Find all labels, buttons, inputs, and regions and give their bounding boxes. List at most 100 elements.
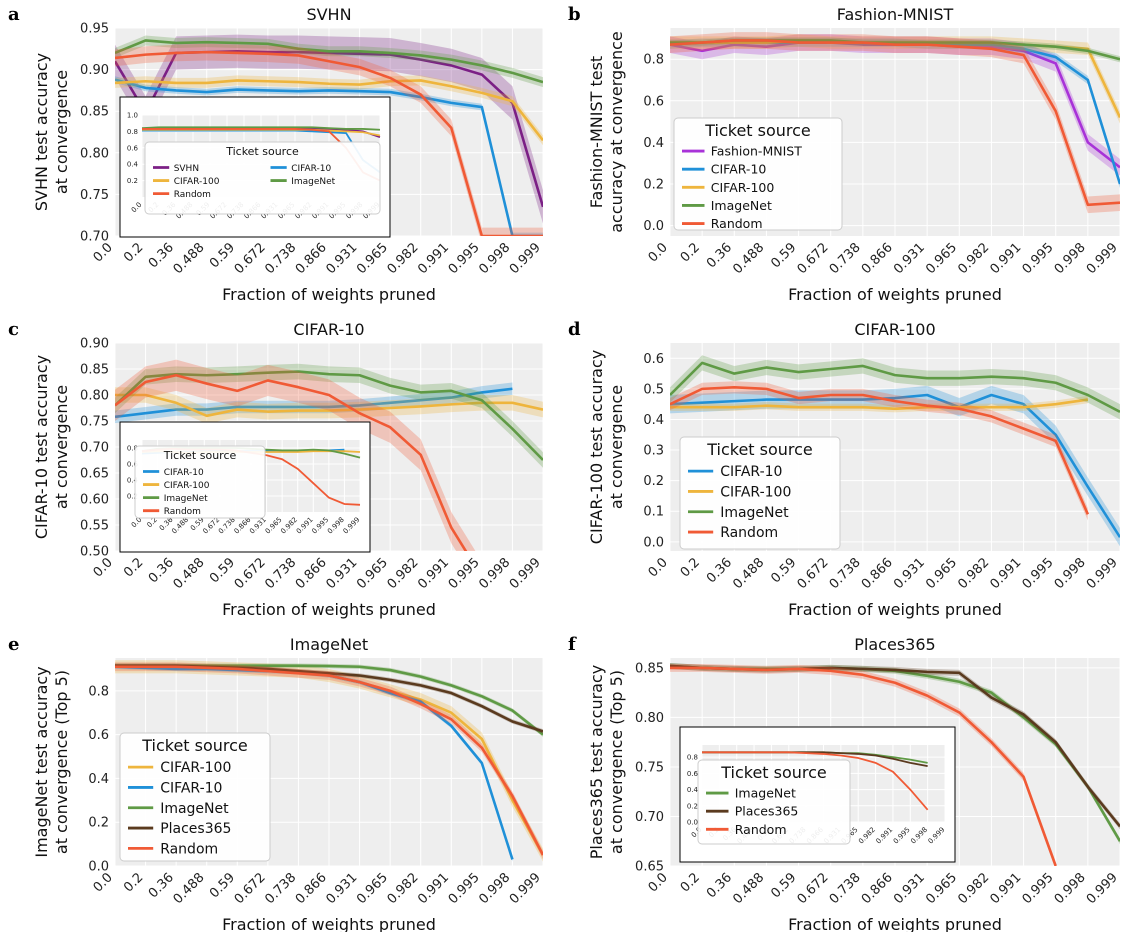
y-tick-label: 0.8 [643, 53, 664, 68]
y-axis-label: ImageNet test accuracyat convergence (To… [32, 666, 71, 857]
inset-y-tick-label: 0.6 [127, 461, 139, 469]
x-tick-label: 0.866 [859, 555, 896, 592]
y-tick-label: 0.70 [80, 230, 109, 245]
legend-box [673, 117, 843, 231]
legend: Ticket source CIFAR-10 CIFAR-100 ImageNet Ra… [679, 436, 841, 550]
y-tick-label: 0.85 [80, 105, 109, 120]
x-tick-label: 0.2 [678, 555, 703, 580]
x-tick-label: 0.991 [987, 240, 1024, 277]
x-tick-label: 0.488 [171, 870, 208, 907]
legend-entry: CIFAR-100 [711, 180, 775, 195]
panel-letter: c [8, 319, 19, 340]
y-axis-label-line: at convergence (Top 5) [607, 670, 626, 854]
x-tick-label: 0.995 [446, 555, 483, 592]
legend-entry: Random [174, 190, 211, 200]
legend: Ticket source CIFAR-10 CIFAR-100 ImageNet Ra… [134, 445, 266, 519]
series-band [115, 387, 543, 424]
series-band [670, 662, 1120, 830]
series-band [115, 76, 543, 236]
x-tick-label: 0.998 [476, 870, 513, 907]
panel-letter: a [8, 4, 20, 25]
x-tick-label: 0.2 [121, 240, 146, 265]
x-tick-label: 0.995 [1020, 555, 1057, 592]
x-tick-label: 0.931 [891, 870, 928, 907]
legend-entry: Random [735, 822, 787, 837]
chart-root: 0.0 0.2 0.360.488 0.590.6720.7380.8660.9310… [8, 4, 1121, 932]
inset-y-tick-label: 1.0 [127, 112, 138, 120]
legend-title: Ticket source [706, 440, 813, 459]
x-tick-label: 0.866 [293, 870, 330, 907]
legend-entry: Places365 [735, 804, 799, 819]
y-tick-label: 0.50 [80, 545, 109, 560]
x-tick-label: 0.991 [415, 555, 452, 592]
panel-e: 0.0 0.2 0.360.488 0.590.6720.7380.8660.9310… [8, 634, 544, 932]
y-tick-label: 0.65 [80, 467, 109, 482]
y-axis-label-line: accuracy at convergence [607, 31, 626, 233]
x-tick-label: 0.965 [354, 870, 391, 907]
legend-entry: CIFAR-10 [291, 164, 331, 174]
x-tick-label: 0.999 [507, 555, 544, 592]
y-axis-label-line: CIFAR-100 test accuracy [587, 350, 606, 544]
y-axis-label-line: CIFAR-10 test accuracy [32, 355, 51, 539]
legend-box [119, 732, 271, 862]
x-tick-label: 0.2 [121, 870, 146, 895]
x-tick-label: 0.991 [415, 870, 452, 907]
series-group [670, 355, 1120, 547]
series-band [115, 359, 476, 551]
x-tick-label: 0.999 [1084, 240, 1121, 277]
x-tick-label: 0.982 [955, 240, 992, 277]
y-axis-label-line: at convergence [607, 385, 626, 509]
y-tick-label: 0.3 [643, 444, 664, 459]
x-tick-label: 0.999 [507, 870, 544, 907]
legend: Ticket source CIFAR-100 CIFAR-10 ImageNet Pl… [119, 732, 271, 862]
y-tick-label: 0.4 [88, 772, 109, 787]
legend-entry: CIFAR-10 [160, 780, 222, 796]
x-tick-label: 0.999 [1084, 555, 1121, 592]
series-line [115, 393, 543, 418]
y-tick-label: 0.85 [80, 363, 109, 378]
series-line [115, 665, 543, 856]
series-line [115, 370, 543, 461]
x-tick-label: 0.982 [385, 240, 422, 277]
inset-series-line [702, 751, 929, 811]
inset-y-tick-label: 0.8 [127, 445, 138, 453]
legend-box [697, 759, 851, 845]
series-line [115, 373, 468, 551]
x-axis-label: Fraction of weights pruned [222, 600, 436, 619]
legend-entry: ImageNet [711, 198, 772, 213]
y-tick-label: 0.90 [80, 63, 109, 78]
x-tick-label: 0.672 [232, 240, 269, 277]
y-tick-label: 0.2 [643, 178, 664, 193]
legend-entry: ImageNet [720, 505, 789, 521]
legend-entry: ImageNet [291, 177, 335, 187]
x-tick-label: 0.998 [476, 555, 513, 592]
x-axis-label: Fraction of weights pruned [788, 600, 1002, 619]
x-tick-label: 0.998 [1052, 870, 1089, 907]
y-tick-label: 0.8 [88, 684, 109, 699]
x-tick-label: 0.0 [646, 240, 671, 265]
x-axis-label: Fraction of weights pruned [222, 915, 436, 932]
y-tick-label: 0.6 [643, 352, 664, 367]
x-tick-label: 0.931 [323, 555, 360, 592]
series-line [670, 398, 1089, 411]
y-tick-label: 0.60 [80, 493, 109, 508]
y-axis-label: Fashion-MNIST testaccuracy at convergenc… [587, 31, 626, 233]
inset-y-tick-label: 0.2 [127, 493, 138, 501]
series-line [115, 387, 513, 419]
panel-letter: e [8, 634, 19, 655]
y-tick-label: 0.90 [80, 337, 109, 352]
series-group [115, 660, 543, 862]
y-axis-label-line: SVHN test accuracy [32, 53, 51, 211]
legend-entry: Random [160, 841, 218, 857]
x-tick-label: 0.998 [476, 240, 513, 277]
x-tick-label: 0.995 [1020, 240, 1057, 277]
y-tick-label: 0.80 [80, 146, 109, 161]
legend-entry: Random [720, 525, 778, 541]
legend-title: Ticket source [225, 145, 299, 158]
y-tick-label: 0.5 [643, 382, 664, 397]
x-tick-label: 0.2 [121, 555, 146, 580]
legend-entry: ImageNet [164, 494, 208, 504]
x-axis-label: Fraction of weights pruned [788, 915, 1002, 932]
x-tick-label: 0.672 [795, 555, 832, 592]
y-tick-label: 0.55 [80, 519, 109, 534]
